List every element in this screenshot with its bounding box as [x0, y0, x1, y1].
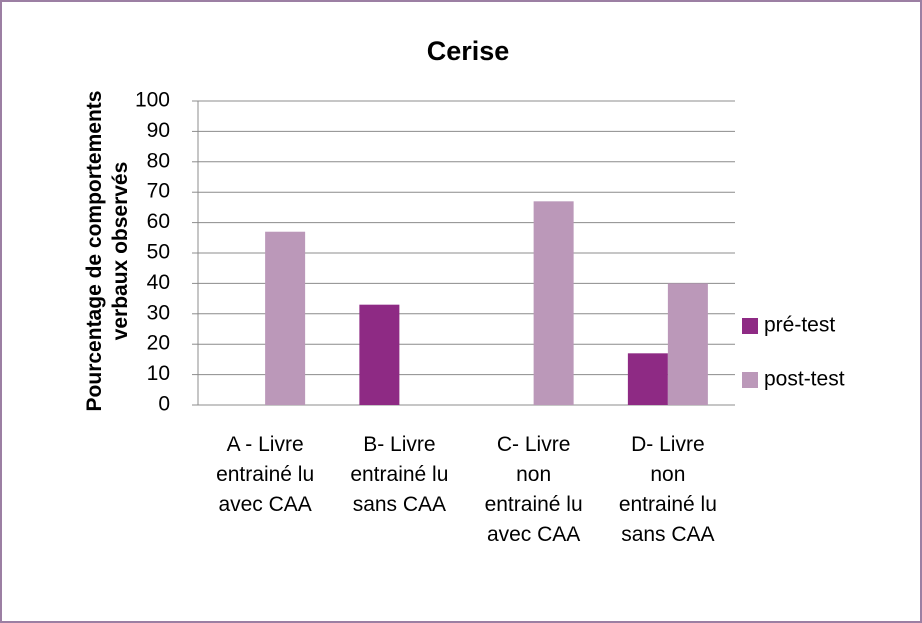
bar: [265, 231, 306, 405]
y-tick-label: 20: [147, 332, 170, 355]
legend-label: pré-test: [764, 314, 835, 337]
legend-swatch: [742, 318, 758, 334]
bar: [533, 201, 574, 405]
bar: [667, 283, 708, 405]
x-tick-label: A - Livre entrainé lu avec CAA: [216, 433, 315, 516]
y-tick-label: 100: [135, 89, 170, 112]
legend-swatch: [742, 372, 758, 388]
y-tick-label: 10: [147, 362, 170, 385]
y-tick-label: 0: [158, 393, 170, 416]
y-tick-label: 90: [147, 119, 170, 142]
legend-label: post-test: [764, 368, 845, 391]
chart-title: Cerise: [427, 36, 510, 66]
y-tick-label: 30: [147, 301, 170, 324]
y-axis-title: Pourcentage de comportements verbaux obs…: [83, 90, 132, 412]
x-tick-label: D- Livre non entrainé lu sans CAA: [618, 433, 717, 546]
bar: [359, 304, 400, 405]
y-tick-label: 60: [147, 210, 170, 233]
bar: [627, 353, 668, 405]
y-tick-label: 70: [147, 180, 170, 203]
x-tick-label: B- Livre entrainé lu sans CAA: [350, 433, 449, 516]
x-tick-label: C- Livre non entrainé lu avec CAA: [484, 433, 583, 546]
y-tick-label: 80: [147, 149, 170, 172]
y-tick-label: 40: [147, 271, 170, 294]
y-tick-label: 50: [147, 241, 170, 264]
